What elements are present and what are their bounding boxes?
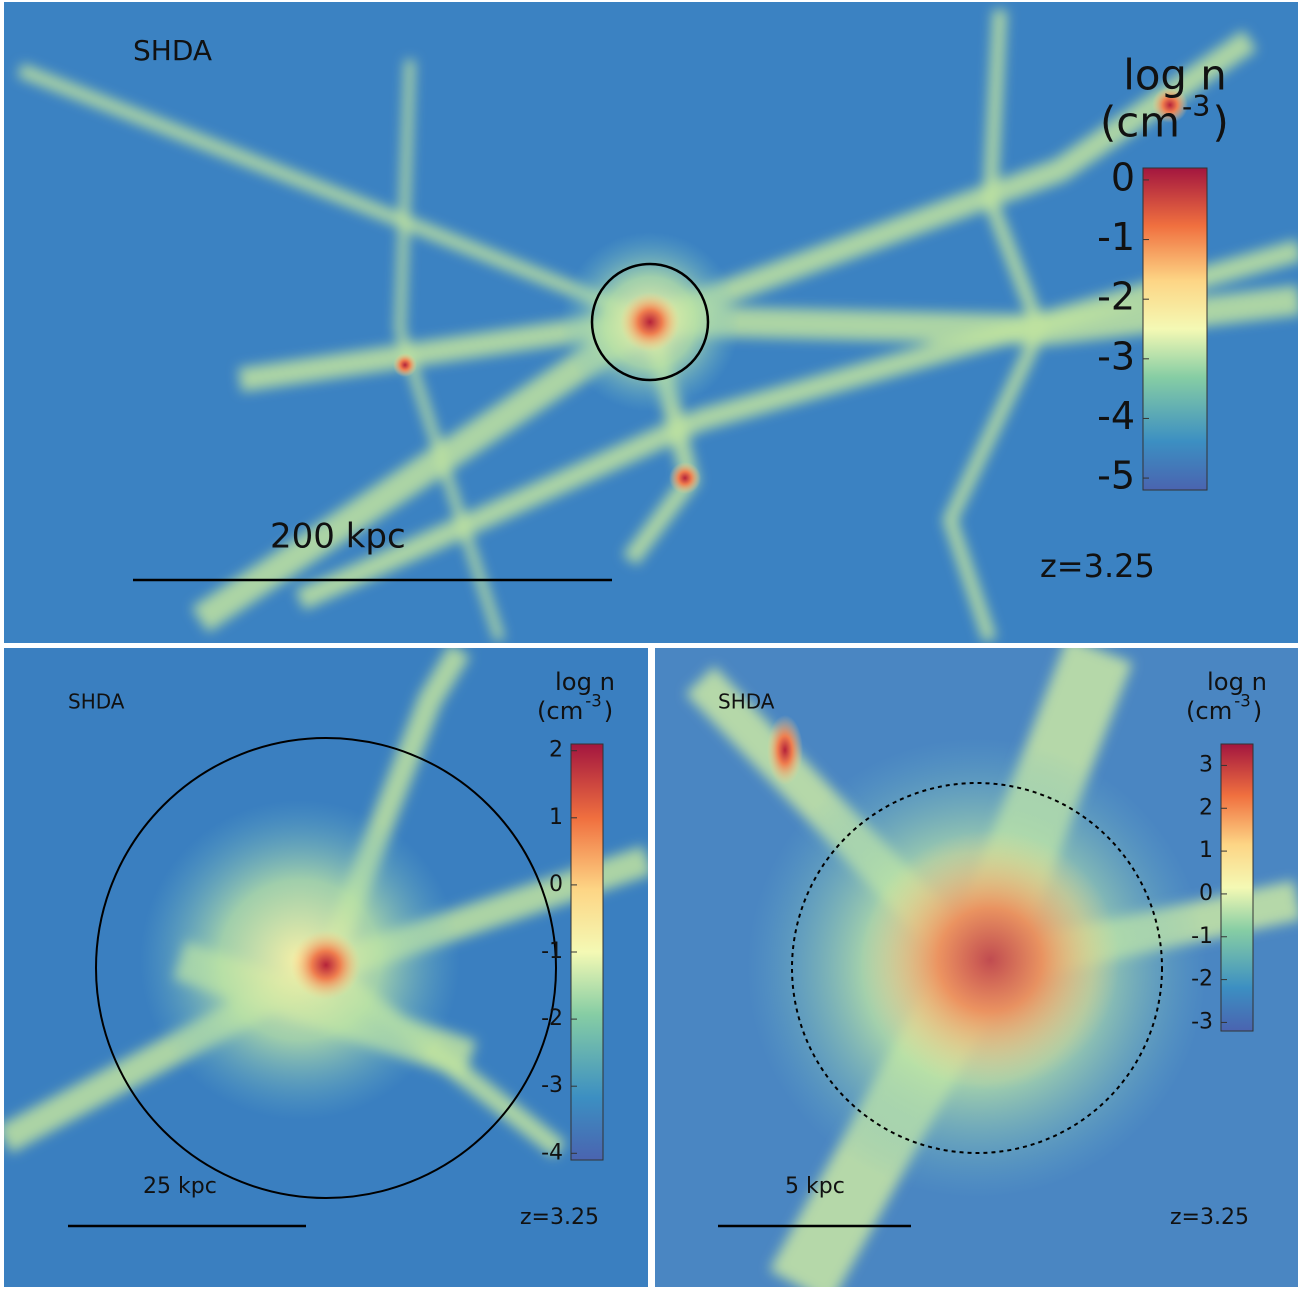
colorbar-unit: (cm <box>537 697 583 725</box>
colorbar-unit-close: ) <box>1253 697 1262 725</box>
colorbar-tick-label: -5 <box>1097 454 1135 498</box>
colorbar-tick-label: -2 <box>541 1006 563 1031</box>
colorbar-tick-label: 2 <box>549 738 563 763</box>
colorbar-tick-label: 2 <box>1199 795 1213 820</box>
redshift: z=3.25 <box>1040 547 1155 585</box>
colorbar-title: log n <box>555 668 615 696</box>
colorbar-tick-label: -4 <box>541 1140 563 1165</box>
panel-background <box>4 648 648 1287</box>
colorbar-tick-label: -3 <box>1191 1009 1213 1034</box>
panel-background <box>655 648 1298 1287</box>
colorbar-tick-label: -1 <box>1097 215 1135 259</box>
colorbar-unit-exponent: -3 <box>1234 692 1250 711</box>
colorbar-tick-label: 0 <box>549 872 563 897</box>
colorbar-tick-label: -3 <box>541 1073 563 1098</box>
colorbar-tick-label: 3 <box>1199 752 1213 777</box>
region-circle <box>791 782 1163 1154</box>
redshift: z=3.25 <box>520 1205 599 1230</box>
colorbar-tick-label: -4 <box>1097 394 1135 438</box>
region-circle <box>590 262 710 382</box>
scale-bar-label: 200 kpc <box>270 517 406 557</box>
colorbar-tick-label: -1 <box>541 939 563 964</box>
colorbar-tick-label: -2 <box>1191 967 1213 992</box>
colorbar-tick-label: 0 <box>1111 155 1135 199</box>
colorbar-tick-label: -2 <box>1097 275 1135 319</box>
scale-bar-label: 25 kpc <box>143 1174 217 1199</box>
region-circle <box>95 737 557 1199</box>
redshift: z=3.25 <box>1170 1205 1249 1230</box>
colorbar-unit-exponent: -3 <box>1182 90 1210 123</box>
scale-bar-label: 5 kpc <box>785 1174 845 1199</box>
colorbar-unit-exponent: -3 <box>585 692 601 711</box>
colorbar-title: log n <box>1207 668 1267 696</box>
colorbar-tick-label: -1 <box>1191 924 1213 949</box>
colorbar-tick-label: 0 <box>1199 881 1213 906</box>
panel-label: SHDA <box>68 690 125 714</box>
colorbar-title: log n <box>1123 51 1227 100</box>
colorbar-tick-label: 1 <box>549 805 563 830</box>
colorbar-tick-label: -3 <box>1097 334 1135 378</box>
panel-label: SHDA <box>718 690 775 714</box>
colorbar <box>1220 743 1254 1032</box>
colorbar-unit: (cm <box>1100 98 1180 147</box>
colorbar-tick-label: 1 <box>1199 838 1213 863</box>
colorbar <box>1142 167 1208 491</box>
panel-background <box>4 2 1298 643</box>
panel-label: SHDA <box>133 34 212 67</box>
colorbar-unit: (cm <box>1186 697 1232 725</box>
colorbar-unit-close: ) <box>604 697 613 725</box>
colorbar-unit-close: ) <box>1212 98 1228 147</box>
